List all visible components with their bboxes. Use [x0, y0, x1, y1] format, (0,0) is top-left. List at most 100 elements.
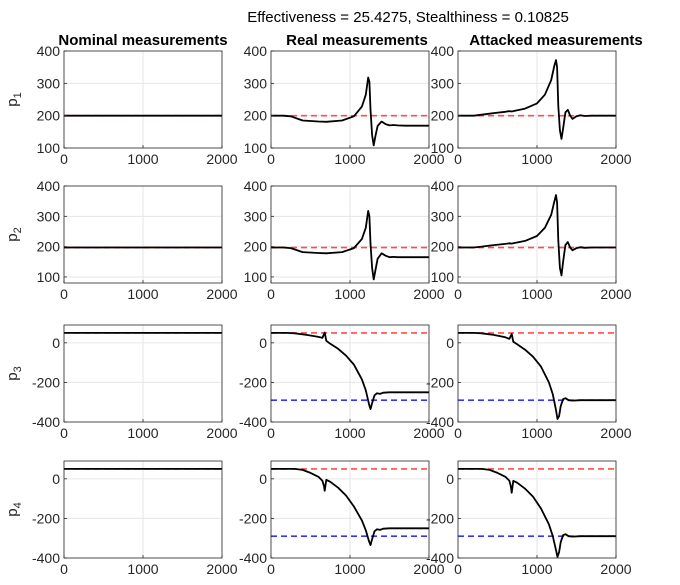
- subplot-r1-c0: 0 1000 2000 100 200 300 400 p2: [4, 178, 238, 302]
- measurement-line: [271, 209, 429, 281]
- y-tick-label: 0: [259, 335, 267, 351]
- x-tick-label: 2000: [206, 561, 237, 577]
- y-tick-label: 200: [244, 239, 268, 255]
- x-tick-label: 2000: [206, 425, 237, 441]
- x-tick-label: 1000: [521, 425, 552, 441]
- x-tick-label: 0: [60, 425, 68, 441]
- y-tick-label: 0: [259, 471, 267, 487]
- y-tick-label: 400: [244, 178, 268, 194]
- y-axis-label-base: p: [4, 372, 21, 380]
- x-tick-label: 0: [454, 151, 462, 167]
- x-tick-label: 2000: [206, 151, 237, 167]
- measurement-line: [271, 331, 429, 411]
- y-tick-label: 400: [431, 43, 455, 59]
- y-tick-label: 300: [431, 75, 455, 91]
- y-axis-label: p1: [4, 92, 24, 106]
- y-tick-label: 400: [37, 178, 61, 194]
- y-tick-label: -200: [239, 374, 267, 390]
- x-tick-label: 0: [454, 286, 462, 302]
- column-title-attacked: Attacked measurements: [469, 32, 642, 49]
- x-tick-label: 2000: [413, 425, 444, 441]
- x-tick-label: 2000: [600, 425, 631, 441]
- y-tick-label: -200: [32, 374, 60, 390]
- y-tick-label: -200: [32, 510, 60, 526]
- y-axis-label-subscript: 1: [12, 92, 24, 98]
- y-tick-label: 100: [244, 269, 268, 285]
- x-tick-label: 2000: [413, 561, 444, 577]
- subplot-r1-c2: 0 1000 2000 100 200 300 400: [431, 178, 632, 302]
- measurement-line: [271, 467, 429, 546]
- x-tick-label: 2000: [600, 561, 631, 577]
- y-tick-label: -400: [239, 414, 267, 430]
- measurement-line: [458, 59, 616, 140]
- subplot-r0-c1: 0 1000 2000 100 200 300 400: [244, 43, 445, 167]
- y-tick-label: 0: [446, 471, 454, 487]
- y-tick-label: -200: [426, 510, 454, 526]
- y-tick-label: 0: [446, 335, 454, 351]
- y-tick-label: 200: [37, 108, 61, 124]
- subplot-r3-c0: 0 1000 2000 -400 -200 0 p4: [4, 460, 238, 577]
- subplot-r1-c1: 0 1000 2000 100 200 300 400: [244, 178, 445, 302]
- measurement-line: [458, 194, 616, 277]
- y-axis-label-base: p: [4, 233, 21, 241]
- x-tick-label: 1000: [521, 151, 552, 167]
- x-tick-label: 0: [454, 425, 462, 441]
- y-tick-label: -400: [32, 414, 60, 430]
- x-tick-label: 1000: [127, 425, 158, 441]
- y-tick-label: 300: [244, 208, 268, 224]
- y-tick-label: 200: [431, 239, 455, 255]
- y-tick-label: 100: [431, 140, 455, 156]
- x-tick-label: 0: [60, 561, 68, 577]
- x-tick-label: 1000: [334, 425, 365, 441]
- y-tick-label: 0: [52, 335, 60, 351]
- y-tick-label: 300: [37, 75, 61, 91]
- y-tick-label: -400: [426, 550, 454, 566]
- column-title-nominal: Nominal measurements: [58, 32, 227, 49]
- measurement-line: [458, 331, 616, 420]
- x-tick-label: 1000: [334, 286, 365, 302]
- y-tick-label: 300: [37, 208, 61, 224]
- y-axis-label-base: p: [4, 98, 21, 106]
- x-tick-label: 0: [267, 561, 275, 577]
- y-tick-label: 400: [37, 43, 61, 59]
- y-tick-label: 200: [37, 239, 61, 255]
- y-tick-label: 0: [52, 471, 60, 487]
- x-tick-label: 0: [267, 286, 275, 302]
- x-tick-label: 1000: [521, 286, 552, 302]
- subplot-r2-c0: 0 1000 2000 -400 -200 0 p3: [4, 324, 238, 441]
- y-tick-label: 400: [244, 43, 268, 59]
- measurement-line: [458, 467, 616, 558]
- subplot-r0-c0: 0 1000 2000 100 200 300 400 p1: [4, 43, 238, 167]
- x-tick-label: 1000: [127, 151, 158, 167]
- x-tick-label: 1000: [521, 561, 552, 577]
- x-tick-label: 2000: [600, 151, 631, 167]
- subplot-r3-c1: 0 1000 2000 -400 -200 0: [239, 460, 445, 577]
- x-tick-label: 2000: [413, 151, 444, 167]
- y-axis-label-subscript: 2: [12, 227, 24, 233]
- x-tick-label: 2000: [206, 286, 237, 302]
- y-axis-label: p4: [4, 502, 24, 516]
- y-tick-label: -200: [239, 510, 267, 526]
- y-axis-label: p3: [4, 366, 24, 380]
- y-tick-label: 100: [431, 269, 455, 285]
- x-tick-label: 2000: [600, 286, 631, 302]
- y-tick-label: -400: [239, 550, 267, 566]
- y-axis-label-subscript: 3: [12, 366, 24, 372]
- x-tick-label: 0: [454, 561, 462, 577]
- x-tick-label: 0: [267, 151, 275, 167]
- y-tick-label: 200: [431, 108, 455, 124]
- y-tick-label: 300: [431, 208, 455, 224]
- y-tick-label: 200: [244, 108, 268, 124]
- y-tick-label: 100: [244, 140, 268, 156]
- subplot-r2-c1: 0 1000 2000 -400 -200 0: [239, 324, 445, 441]
- x-tick-label: 1000: [334, 561, 365, 577]
- x-tick-label: 0: [60, 151, 68, 167]
- subplot-r2-c2: 0 1000 2000 -400 -200 0: [426, 324, 632, 441]
- subplot-r3-c2: 0 1000 2000 -400 -200 0: [426, 460, 632, 577]
- y-tick-label: 400: [431, 178, 455, 194]
- x-tick-label: 1000: [127, 286, 158, 302]
- y-axis-label-subscript: 4: [12, 502, 24, 508]
- y-tick-label: -400: [426, 414, 454, 430]
